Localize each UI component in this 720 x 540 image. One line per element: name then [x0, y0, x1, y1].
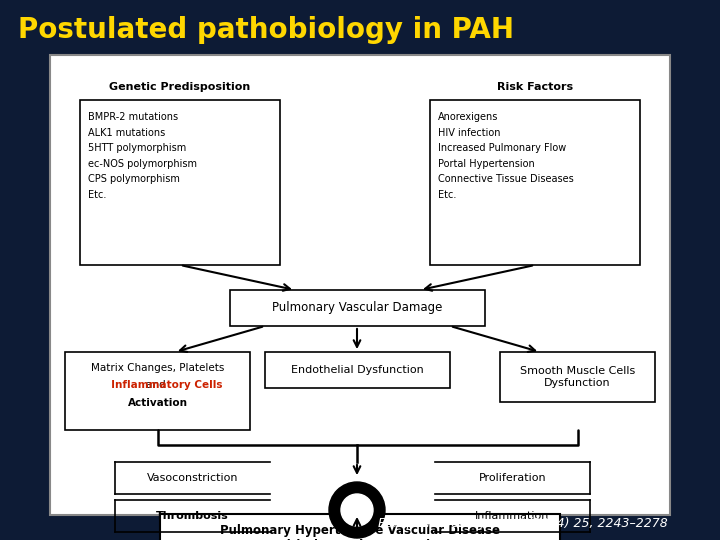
Text: Pulmonary Hypertensive Vascular Disease
Initiation and Progression: Pulmonary Hypertensive Vascular Disease …	[220, 524, 500, 540]
Text: BMPR-2 mutations
ALK1 mutations
5HTT polymorphism
ec-NOS polymorphism
CPS polymo: BMPR-2 mutations ALK1 mutations 5HTT pol…	[88, 112, 197, 200]
Text: Activation: Activation	[127, 398, 187, 408]
Bar	[50, 55, 670, 515]
Text: Pulmonary Vascular Damage: Pulmonary Vascular Damage	[272, 301, 443, 314]
Text: Proliferation: Proliferation	[479, 473, 546, 483]
Text: Postulated pathobiology in PAH: Postulated pathobiology in PAH	[18, 16, 514, 44]
Text: and: and	[146, 380, 169, 390]
Text: Smooth Muscle Cells
Dysfunction: Smooth Muscle Cells Dysfunction	[520, 366, 635, 388]
Text: Inflammatory Cells: Inflammatory Cells	[93, 380, 222, 390]
Text: Genetic Predisposition: Genetic Predisposition	[109, 82, 251, 92]
Circle shape	[329, 482, 385, 538]
Bar	[230, 290, 485, 326]
Text: Risk Factors: Risk Factors	[497, 82, 573, 92]
Text: Anorexigens
HIV infection
Increased Pulmonary Flow
Portal Hypertension
Connectiv: Anorexigens HIV infection Increased Pulm…	[438, 112, 574, 200]
Text: Inflammation: Inflammation	[475, 511, 549, 521]
Bar	[160, 514, 560, 540]
Bar	[65, 352, 250, 430]
Bar	[265, 352, 450, 388]
Text: European Heart Journal (2004) 25, 2243–2278: European Heart Journal (2004) 25, 2243–2…	[378, 517, 668, 530]
Bar	[80, 100, 280, 265]
Text: Vasoconstriction: Vasoconstriction	[147, 473, 238, 483]
Bar	[430, 100, 640, 265]
Text: Thrombosis: Thrombosis	[156, 511, 229, 521]
Text: Endothelial Dysfunction: Endothelial Dysfunction	[291, 365, 424, 375]
Bar	[500, 352, 655, 402]
Text: Matrix Changes, Platelets: Matrix Changes, Platelets	[91, 363, 224, 373]
Circle shape	[341, 494, 373, 526]
